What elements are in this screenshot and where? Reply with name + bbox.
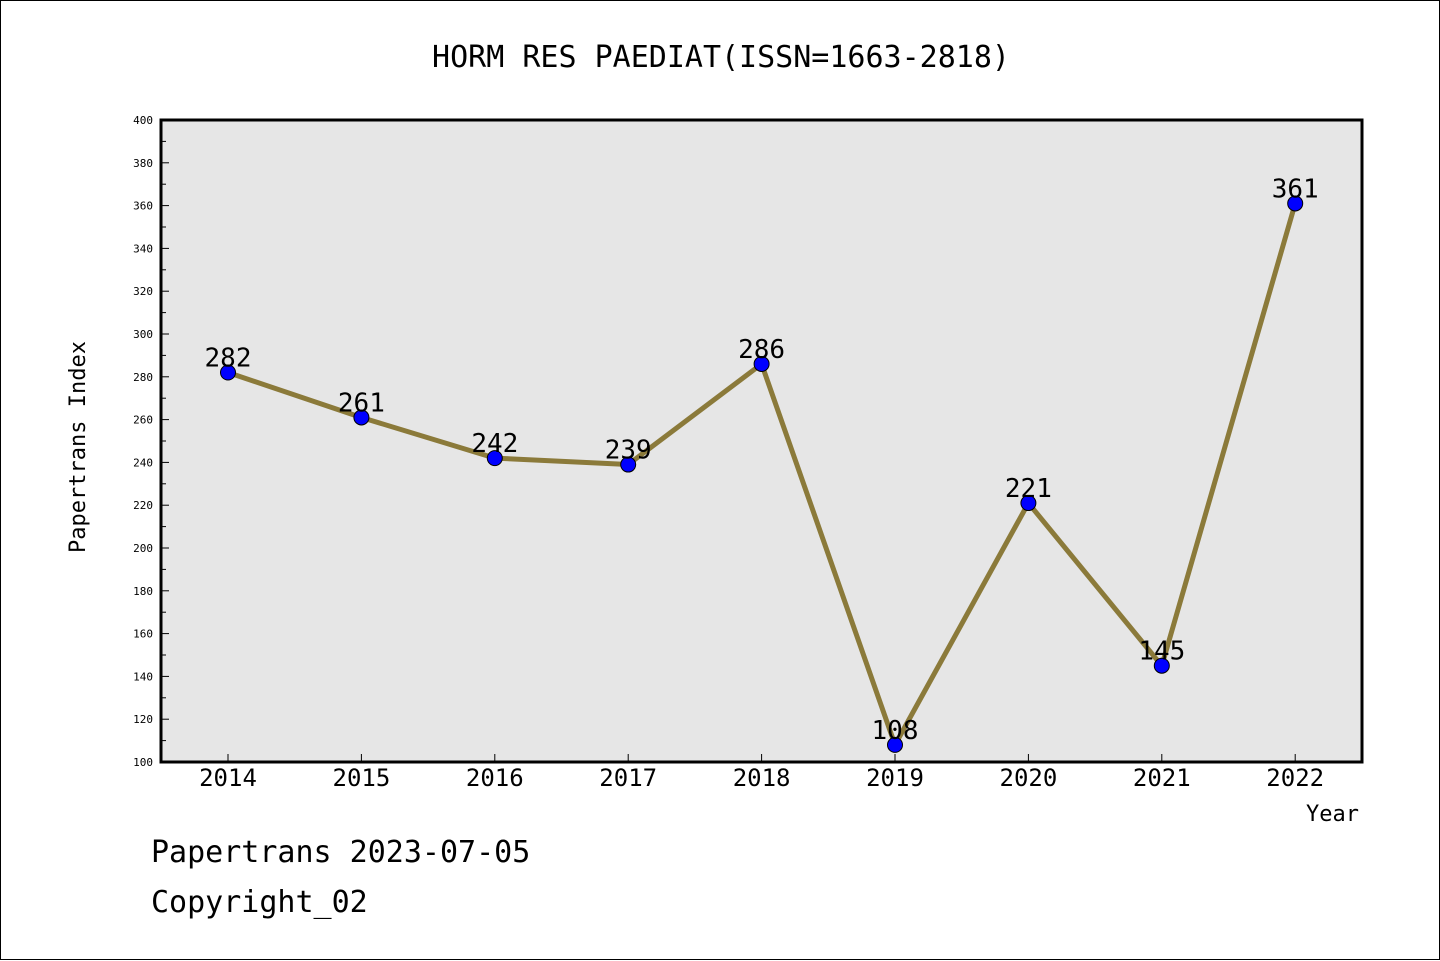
y-tick-label: 280: [133, 371, 153, 384]
y-tick-label: 400: [133, 114, 153, 127]
data-label: 145: [1138, 637, 1185, 667]
y-tick-label: 160: [133, 628, 153, 641]
data-point: [753, 355, 770, 372]
x-tick-label: 2015: [333, 764, 391, 792]
x-axis-title: Year: [1306, 802, 1359, 827]
y-axis-title: Papertrans Index: [66, 341, 91, 553]
y-tick-label: 100: [133, 756, 153, 769]
footer-date: Papertrans 2023-07-05: [151, 835, 531, 870]
x-tick-label: 2014: [199, 764, 257, 792]
y-tick-label: 180: [133, 585, 153, 598]
data-label: 221: [1005, 474, 1052, 504]
y-tick-label: 140: [133, 670, 153, 683]
chart-title: HORM RES PAEDIAT(ISSN=1663-2818): [432, 40, 1010, 75]
data-point: [620, 456, 637, 473]
x-tick-label: 2022: [1266, 764, 1324, 792]
x-tick-label: 2018: [733, 764, 791, 792]
x-axis: 2014 2015 2016 2017 2018 2019 2020 2021 2022: [199, 754, 1324, 792]
data-point: [486, 450, 503, 467]
y-tick-label: 260: [133, 414, 153, 427]
plot-area: [159, 118, 1364, 764]
y-tick-label: 300: [133, 328, 153, 341]
data-label: 282: [205, 344, 252, 374]
data-label: 286: [738, 335, 785, 365]
data-label: 108: [872, 716, 919, 746]
data-point: [220, 364, 236, 381]
y-axis: 100 120 140 160 180 200 220 240 260 280 300 320 340 3…: [133, 114, 169, 769]
y-tick-label: 340: [133, 242, 153, 255]
y-tick-label: 220: [133, 499, 153, 512]
x-tick-label: 2019: [866, 764, 924, 792]
x-tick-label: 2021: [1133, 764, 1191, 792]
data-point: [887, 736, 903, 753]
data-labels: 282 261 242 239 286 108 221 145 361: [205, 174, 1319, 745]
data-label: 361: [1272, 174, 1319, 204]
data-point: [353, 409, 370, 426]
data-label: 242: [471, 429, 518, 459]
x-tick-label: 2020: [1000, 764, 1058, 792]
y-tick-label: 380: [133, 157, 153, 170]
x-tick-label: 2016: [466, 764, 524, 792]
data-point: [1153, 657, 1170, 674]
y-tick-label: 120: [133, 713, 153, 726]
y-tick-label: 360: [133, 200, 153, 213]
data-label: 239: [605, 436, 652, 466]
series-line: [220, 195, 1304, 753]
x-tick-label: 2017: [599, 764, 657, 792]
y-tick-label: 200: [133, 542, 153, 555]
footer-copyright: Copyright_02: [151, 885, 368, 920]
data-label: 261: [338, 388, 385, 418]
data-point: [1287, 195, 1304, 212]
y-tick-label: 320: [133, 285, 153, 298]
y-tick-label: 240: [133, 456, 153, 469]
data-point: [1020, 495, 1037, 512]
